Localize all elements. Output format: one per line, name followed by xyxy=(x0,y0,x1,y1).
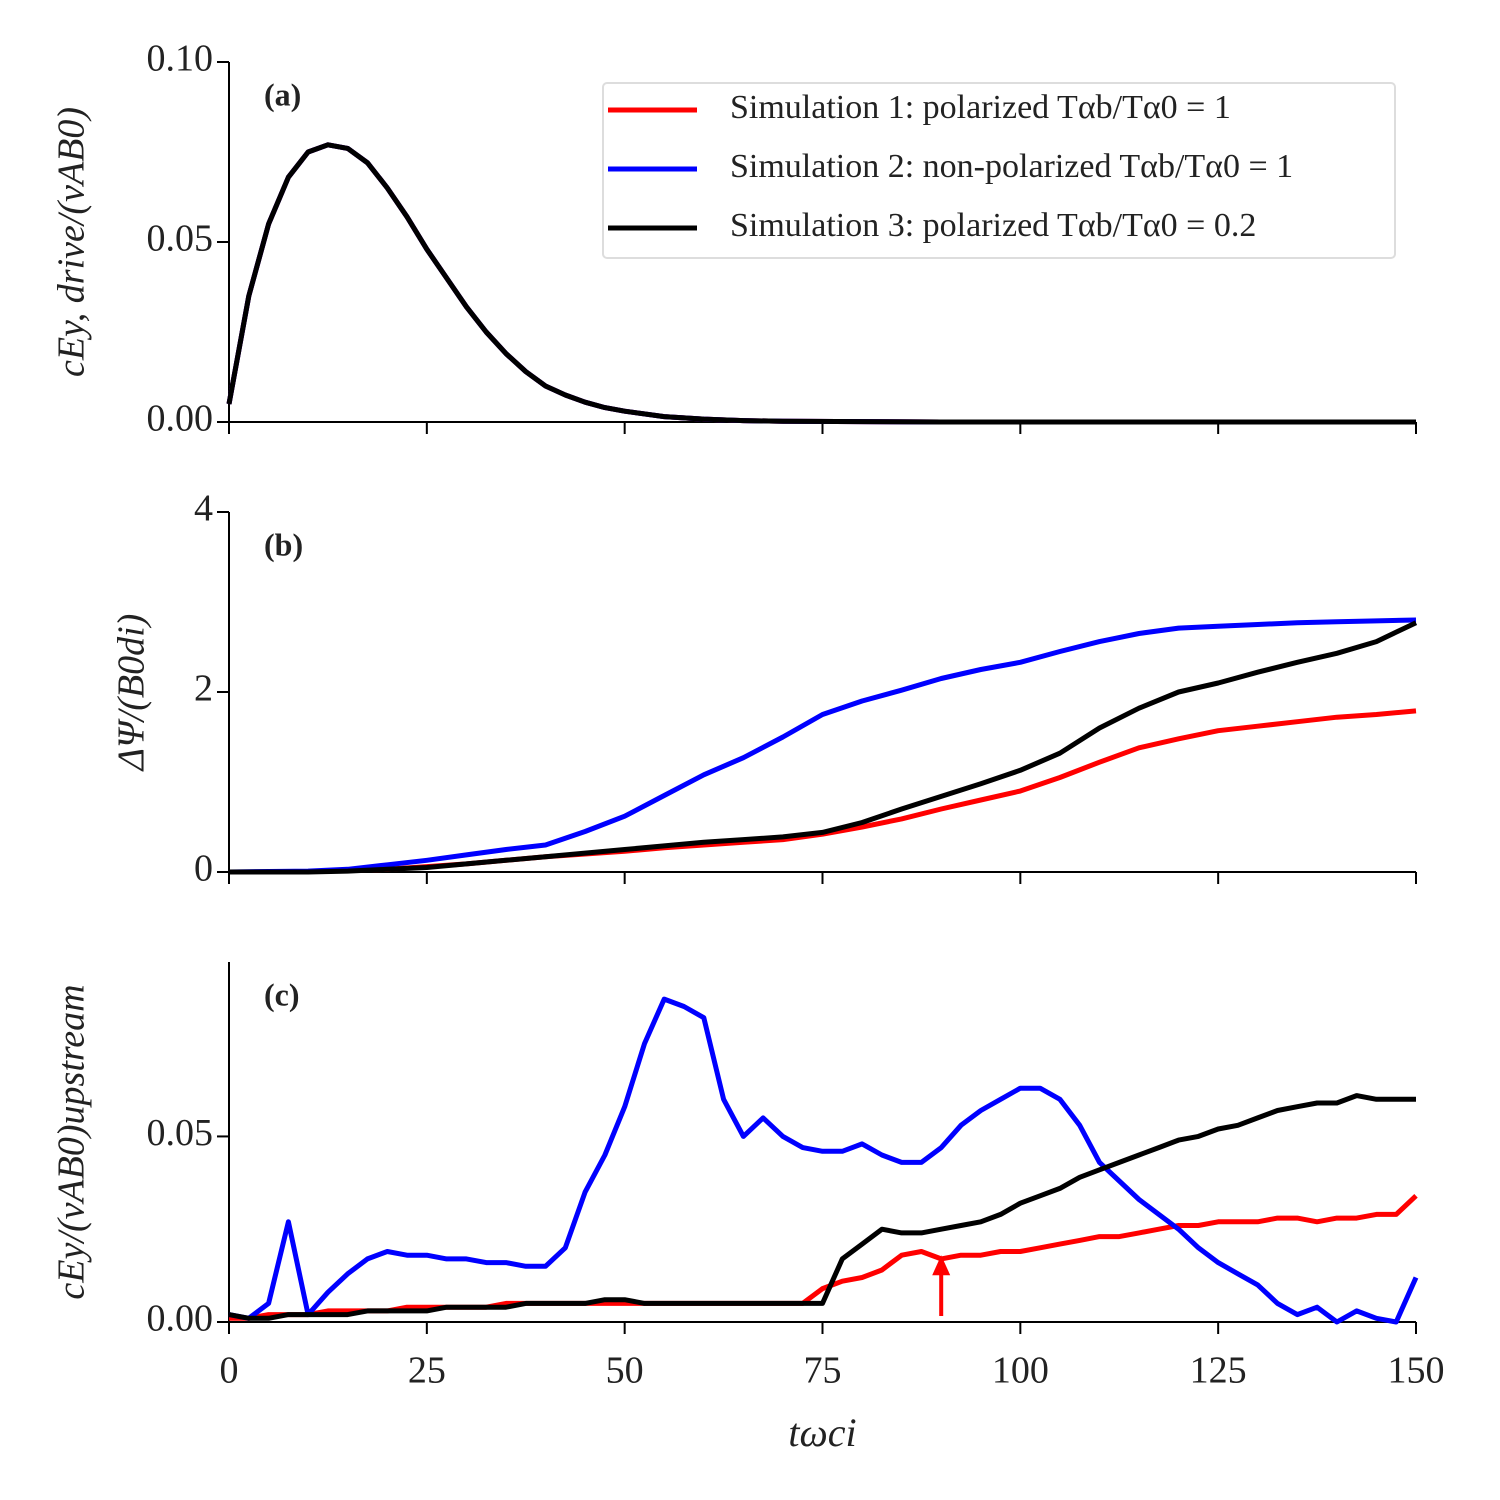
arrow-head xyxy=(932,1255,951,1276)
series-line xyxy=(229,708,1417,875)
legend-box xyxy=(602,82,1396,259)
x-tick-label: 50 xyxy=(606,1350,644,1392)
series-line xyxy=(226,142,1416,425)
panel-label: (a) xyxy=(264,76,301,112)
x-tick-label: 125 xyxy=(1190,1350,1247,1392)
series-line xyxy=(228,996,1419,1325)
legend-label: Simulation 1: polarized Tαb/Tα0 = 1 xyxy=(730,89,1231,126)
legend: Simulation 1: polarized Tαb/Tα0 = 1 Simul… xyxy=(602,82,1396,259)
y-axis-label: cEy, drive/(vAB0) xyxy=(51,107,93,377)
y-tick-label: 4 xyxy=(194,488,213,530)
series-line xyxy=(228,1093,1416,1321)
series-line xyxy=(228,617,1417,875)
legend-label: Simulation 3: polarized Tαb/Tα0 = 0.2 xyxy=(730,207,1256,244)
x-tick-label: 100 xyxy=(992,1350,1049,1392)
x-tick-label: 150 xyxy=(1388,1350,1445,1392)
series-line xyxy=(229,620,1418,875)
panel-label: (c) xyxy=(264,976,300,1012)
x-tick-label: 75 xyxy=(804,1350,842,1392)
y-tick-label: 0 xyxy=(194,848,213,890)
legend-label: Simulation 2: non-polarized Tαb/Tα0 = 1 xyxy=(730,148,1293,185)
y-tick-label: 2 xyxy=(194,668,213,710)
x-axis-label: tωci xyxy=(788,1410,856,1455)
y-tick-label: 0.10 xyxy=(147,38,214,80)
series-line xyxy=(229,1193,1418,1321)
y-tick-label: 0.00 xyxy=(147,1298,214,1340)
y-tick-label: 0.05 xyxy=(147,1112,214,1154)
y-axis-label: cEy/(vAB0)upstream xyxy=(51,984,93,1299)
y-tick-label: 0.05 xyxy=(147,218,214,260)
x-tick-label: 25 xyxy=(408,1350,446,1392)
x-tick-label: 0 xyxy=(220,1350,239,1392)
y-axis-label: ΔΨ/(B0di) xyxy=(111,614,153,773)
y-tick-label: 0.00 xyxy=(147,398,214,440)
panel-label: (b) xyxy=(264,526,303,562)
